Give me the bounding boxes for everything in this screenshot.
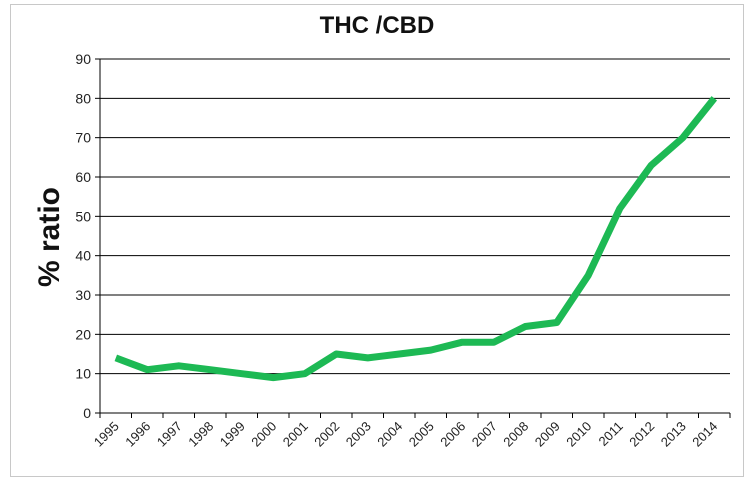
x-tick-label: 2012: [626, 419, 657, 450]
x-tick-label: 2006: [437, 419, 468, 450]
y-tick-label: 30: [75, 287, 91, 303]
x-tick-label: 1996: [122, 419, 153, 450]
chart-title: THC /CBD: [319, 12, 435, 39]
x-tick-label: 1997: [154, 419, 185, 450]
x-tick-label: 2002: [311, 419, 342, 450]
x-tick-label: 1995: [91, 419, 122, 450]
y-tick-label: 80: [75, 90, 91, 106]
y-tick-label: 20: [75, 326, 91, 342]
x-tick-label: 2000: [248, 419, 279, 450]
x-tick-label: 1999: [217, 419, 248, 450]
x-tick-label: 2003: [343, 419, 374, 450]
x-tick-label: 2005: [406, 419, 437, 450]
y-tick-label: 0: [83, 405, 91, 421]
y-tick-label: 90: [75, 51, 91, 67]
x-tick-label: 2001: [280, 419, 311, 450]
x-tick-label: 2014: [689, 419, 720, 450]
x-tick-label: 2004: [374, 419, 405, 450]
x-tick-label: 2008: [500, 419, 531, 450]
x-tick-label: 2011: [595, 419, 625, 449]
x-tick-label: 1998: [185, 419, 216, 450]
series-line: [114, 96, 718, 382]
x-tick-label: 2007: [469, 419, 500, 450]
chart-frame: [10, 4, 744, 477]
x-tick-label: 2010: [563, 419, 594, 450]
y-tick-label: 70: [75, 130, 91, 146]
x-tick-label: 2009: [532, 419, 563, 450]
y-tick-label: 50: [75, 208, 91, 224]
y-tick-label: 40: [75, 248, 91, 264]
y-tick-label: 60: [75, 169, 91, 185]
x-tick-label: 2013: [658, 419, 689, 450]
y-tick-label: 10: [75, 366, 91, 382]
